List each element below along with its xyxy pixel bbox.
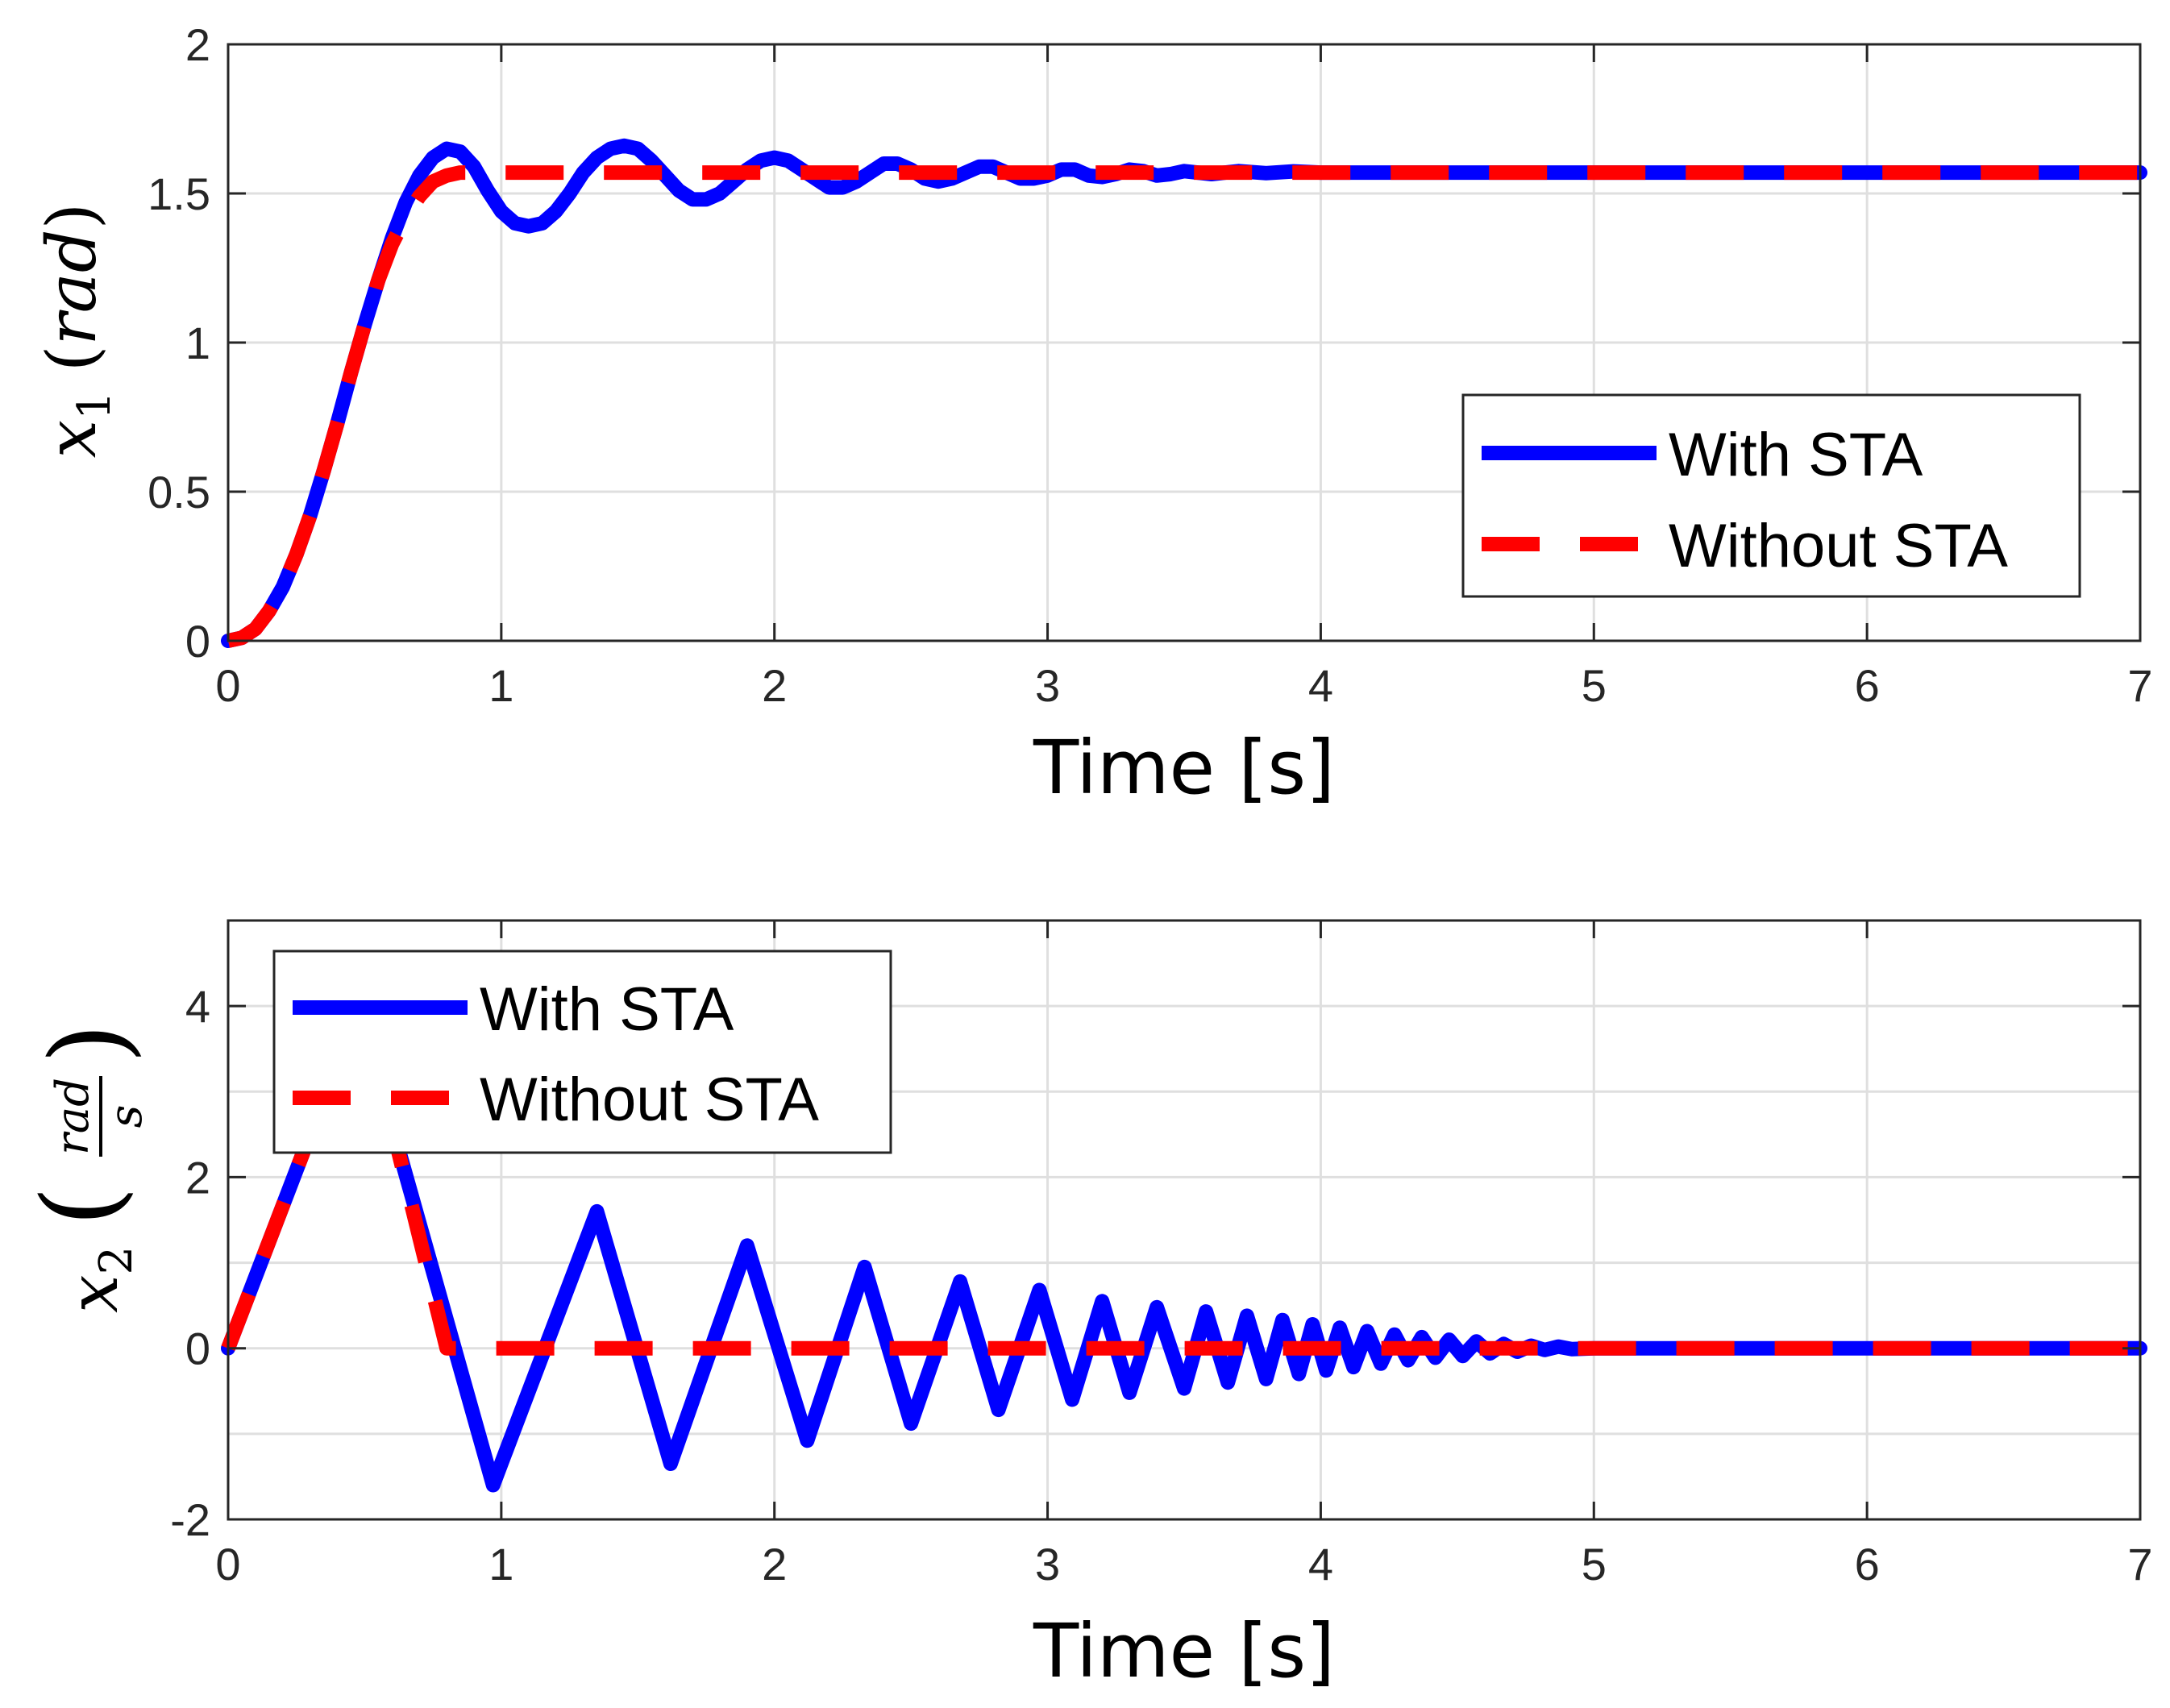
top-x-tick-label: 6 xyxy=(1855,660,1880,711)
top-y-label-unit: rad xyxy=(32,229,111,345)
bottom-x-tick-label: 3 xyxy=(1035,1539,1060,1590)
top-x-tick-label: 0 xyxy=(215,660,240,711)
bottom-x-tick-label: 7 xyxy=(2127,1539,2152,1590)
top-y-axis-label: x1 (rad) xyxy=(32,203,121,459)
top-axes-frame xyxy=(227,43,2142,642)
top-legend-box xyxy=(1461,393,2081,598)
bottom-x-tick-label: 0 xyxy=(215,1539,240,1590)
bottom-y-label-var: x xyxy=(54,1274,133,1312)
top-x-tick-label: 5 xyxy=(1582,660,1607,711)
top-y-label-sub: 1 xyxy=(69,391,121,420)
top-x-tick-label: 3 xyxy=(1035,660,1060,711)
top-x-tick-label: 2 xyxy=(762,660,787,711)
top-y-tick-label: 0 xyxy=(185,616,210,667)
top-axes xyxy=(227,43,2142,642)
top-y-tick-label: 1 xyxy=(185,318,210,368)
top-y-tick-label: 1.5 xyxy=(148,168,210,219)
bottom-x-tick-label: 1 xyxy=(488,1539,513,1590)
bottom-y-label-sub: 2 xyxy=(90,1246,143,1275)
svg-text:x1(rad): x1 (rad) xyxy=(32,203,121,459)
bottom-x-tick-label: 5 xyxy=(1582,1539,1607,1590)
top-x-tick-label: 4 xyxy=(1308,660,1333,711)
bottom-y-tick-label: -2 xyxy=(170,1494,210,1545)
top-y-tick-label: 0.5 xyxy=(148,467,210,517)
top-x-axis-label: Time [s] xyxy=(1033,725,1335,811)
top-y-tick-label: 2 xyxy=(185,19,210,70)
bottom-x-tick-label: 2 xyxy=(762,1539,787,1590)
top-panel: 0 1 2 3 4 5 6 700.511.52 Time [s] x1(rad) With … xyxy=(0,0,2170,838)
bottom-y-tick-label: 4 xyxy=(185,981,210,1032)
bottom-y-label-close-paren: ) xyxy=(27,1023,150,1064)
svg-text:x2(: x2 ( xyxy=(19,1186,143,1313)
top-legend-label-with-sta: With STA xyxy=(1669,421,1923,489)
bottom-legend-label-with-sta: With STA xyxy=(480,975,734,1044)
bottom-y-label-open-paren: ( xyxy=(19,1186,142,1227)
top-y-label-open-paren: ( xyxy=(32,346,111,372)
bottom-y-label-numerator: rad xyxy=(47,1078,99,1155)
bottom-axes xyxy=(227,919,2142,1521)
bottom-x-tick-label: 6 xyxy=(1855,1539,1880,1590)
bottom-y-tick-label: 2 xyxy=(185,1152,210,1203)
top-series-without-sta xyxy=(227,165,2140,648)
top-legend: With STA Without STA xyxy=(1461,393,2081,598)
bottom-x-axis-label: Time [s] xyxy=(1033,1608,1335,1694)
bottom-y-label-denominator: s xyxy=(100,1105,152,1128)
top-x-tick-label: 1 xyxy=(488,660,513,711)
top-y-label-close-paren: ) xyxy=(32,203,111,230)
bottom-series-without-sta xyxy=(221,1118,2140,1356)
bottom-x-tick-label: 4 xyxy=(1308,1539,1333,1590)
bottom-series xyxy=(221,1118,2147,1493)
top-legend-label-without-sta: Without STA xyxy=(1669,512,2008,580)
bottom-axes-frame xyxy=(227,919,2142,1521)
bottom-legend-label-without-sta: Without STA xyxy=(480,1066,819,1134)
top-x-tick-label: 7 xyxy=(2127,660,2152,711)
bottom-y-tick-label: 0 xyxy=(185,1324,210,1374)
bottom-legend-box xyxy=(272,950,892,1154)
bottom-legend: With STA Without STA xyxy=(272,950,892,1154)
top-tick-labels: 0 1 2 3 4 5 6 7 0 0.5 1 1.5 2 xyxy=(148,19,2152,711)
top-y-label-var: x xyxy=(32,420,111,458)
bottom-y-axis-label: x2 ( rad s ) xyxy=(19,1023,152,1313)
top-series xyxy=(221,138,2147,648)
